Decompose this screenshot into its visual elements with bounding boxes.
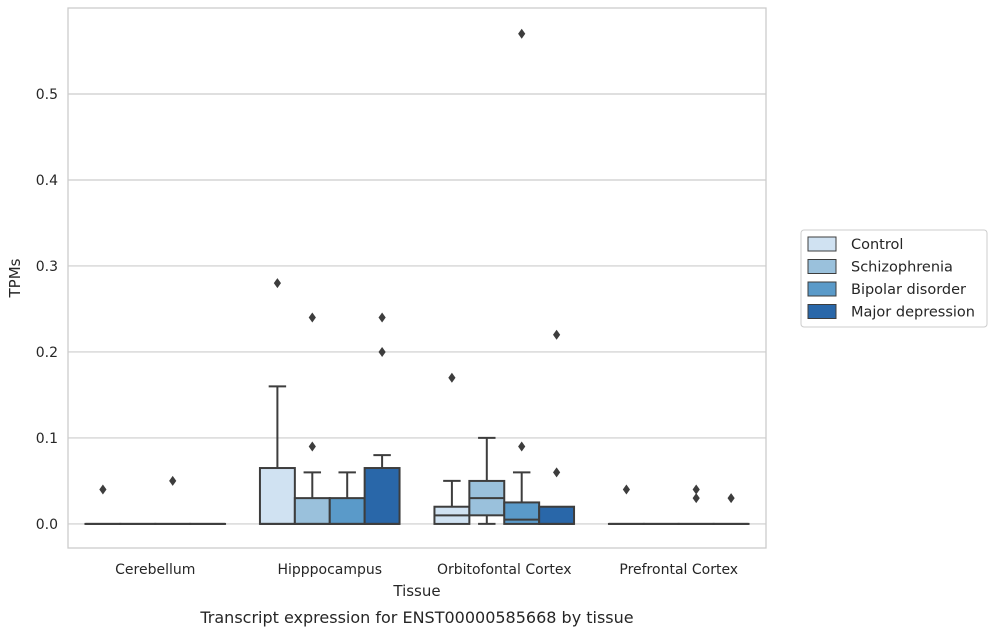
legend-label: Major depression xyxy=(851,305,975,321)
x-tick-label: Hipppocampus xyxy=(277,562,382,578)
legend-frame xyxy=(800,229,988,328)
outlier-point xyxy=(692,484,700,495)
box xyxy=(503,501,541,525)
outlier-point xyxy=(692,493,700,504)
plot-frame xyxy=(67,7,767,549)
legend-label: Control xyxy=(851,237,903,253)
y-tick-label: 0.2 xyxy=(36,345,58,361)
outlier-point xyxy=(308,441,316,452)
y-tick-label: 0.3 xyxy=(36,259,58,275)
outlier-point xyxy=(622,484,630,495)
legend: Control Schizophrenia Bipolar disorder Majo… xyxy=(800,229,988,328)
y-axis-ticks: 0.0 0.1 0.2 0.3 0.4 0.5 xyxy=(36,87,58,533)
box xyxy=(258,467,296,525)
outlier-point xyxy=(553,329,561,340)
y-tick-label: 0.4 xyxy=(36,173,58,189)
outlier-point xyxy=(448,372,456,383)
y-tick-label: 0.0 xyxy=(36,517,58,533)
x-axis-ticks: Cerebellum Hipppocampus Orbitofontal Corte… xyxy=(115,562,738,578)
outlier-point xyxy=(378,346,386,357)
chart-caption: Transcript expression for ENST0000058566… xyxy=(199,608,633,627)
x-tick-label: Cerebellum xyxy=(115,562,195,578)
category-group xyxy=(84,475,227,525)
legend-swatch xyxy=(807,236,837,252)
box xyxy=(293,497,331,525)
legend-label: Schizophrenia xyxy=(851,260,953,276)
y-axis-label: TPMs xyxy=(6,258,24,298)
x-tick-label: Prefrontal Cortex xyxy=(619,562,738,578)
category-group xyxy=(433,28,576,525)
box xyxy=(363,467,401,525)
outlier-point xyxy=(378,312,386,323)
legend-swatch xyxy=(807,304,837,319)
x-axis-label: Tissue xyxy=(392,582,440,600)
box xyxy=(538,505,576,525)
legend-swatch xyxy=(807,281,837,297)
box xyxy=(328,497,366,525)
plot-background xyxy=(68,8,766,548)
legend-swatch xyxy=(807,259,837,274)
outlier-point xyxy=(553,467,561,478)
y-tick-label: 0.5 xyxy=(36,87,58,103)
y-tick-label: 0.1 xyxy=(36,431,58,447)
box-groups xyxy=(84,28,750,525)
outlier-point xyxy=(99,484,107,495)
outlier-point xyxy=(273,278,281,289)
outlier-point xyxy=(308,312,316,323)
legend-label: Bipolar disorder xyxy=(851,282,966,298)
category-group xyxy=(258,278,401,525)
category-group xyxy=(607,484,750,525)
outlier-point xyxy=(518,28,526,39)
outlier-point xyxy=(169,475,177,486)
x-tick-label: Orbitofontal Cortex xyxy=(437,562,572,578)
outlier-point xyxy=(518,441,526,452)
outlier-point xyxy=(727,493,735,504)
